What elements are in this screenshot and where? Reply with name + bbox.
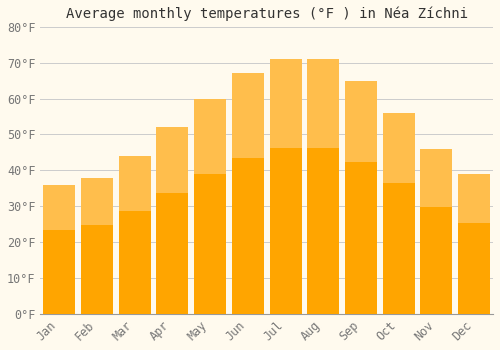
Bar	[81, 177, 113, 314]
Bar	[270, 59, 302, 314]
Bar	[118, 156, 150, 211]
Bar	[382, 113, 415, 183]
Bar	[156, 127, 188, 314]
Bar	[307, 59, 340, 148]
Bar	[43, 185, 75, 230]
Bar	[232, 74, 264, 314]
Bar	[156, 127, 188, 192]
Bar	[194, 99, 226, 314]
Bar	[270, 59, 302, 148]
Bar	[345, 80, 377, 162]
Bar	[345, 80, 377, 314]
Bar	[194, 99, 226, 174]
Bar	[458, 174, 490, 314]
Bar	[43, 185, 75, 314]
Bar	[81, 177, 113, 225]
Bar	[118, 156, 150, 314]
Bar	[382, 113, 415, 314]
Title: Average monthly temperatures (°F ) in Néa Zíchni: Average monthly temperatures (°F ) in Né…	[66, 7, 468, 21]
Bar	[420, 149, 452, 206]
Bar	[307, 59, 340, 314]
Bar	[458, 174, 490, 223]
Bar	[420, 149, 452, 314]
Bar	[232, 74, 264, 158]
